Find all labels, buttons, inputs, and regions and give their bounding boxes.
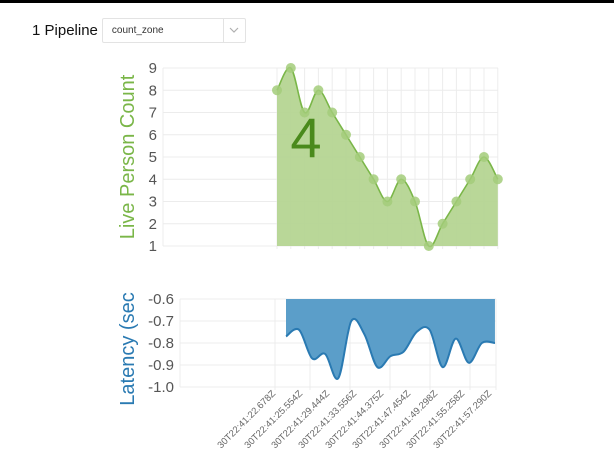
latency-line [285,317,496,380]
y-tick-label: 6 [149,127,157,144]
current-count-value: 4 [290,106,321,169]
data-point[interactable] [423,241,434,251]
y-tick-label: 5 [149,149,157,166]
count-area [277,67,498,247]
latency-y-axis-label: Latency (sec [117,292,139,405]
pipeline-select-value: count_zone [111,24,164,36]
y-tick-label: 2 [149,216,157,233]
data-point[interactable] [327,107,338,118]
data-point[interactable] [285,63,296,73]
count-y-axis-label: Live Person Count [117,74,139,239]
y-tick-label: 3 [149,194,157,211]
select-divider [222,18,224,42]
y-tick-label: 7 [149,105,157,122]
chevron-down-icon[interactable] [224,19,245,42]
data-point[interactable] [313,85,324,96]
top-bar [0,0,614,3]
data-point[interactable] [492,174,503,185]
latency-area [286,299,495,379]
data-point[interactable] [341,129,351,140]
y-tick-label: -0.7 [148,313,174,330]
y-tick-label: -1.0 [148,379,174,396]
data-point[interactable] [437,218,448,229]
y-tick-label: 4 [149,171,157,188]
data-point[interactable] [410,196,420,207]
y-tick-label: -0.9 [148,357,174,374]
pipeline-select[interactable]: count_zone [101,17,246,43]
data-point[interactable] [382,196,393,207]
data-point[interactable] [396,174,407,185]
pipeline-header: 1 Pipeline count_zone [32,17,246,43]
y-tick-label: 9 [149,60,157,77]
y-tick-label: -0.6 [148,291,174,308]
live-person-count-chart: 1 2 3 4 5 6 7 8 9 4 Live Person Count [117,60,503,255]
y-tick-label: 8 [149,82,157,99]
data-point[interactable] [465,174,476,185]
data-point[interactable] [272,85,282,96]
data-point[interactable] [354,152,365,162]
y-tick-label: 1 [149,238,157,255]
y-tick-label: -0.8 [148,335,174,352]
data-point[interactable] [368,174,379,185]
data-point[interactable] [479,152,489,162]
data-point[interactable] [451,196,462,207]
pipeline-label: 1 Pipeline [32,21,98,39]
data-point[interactable] [299,107,310,118]
